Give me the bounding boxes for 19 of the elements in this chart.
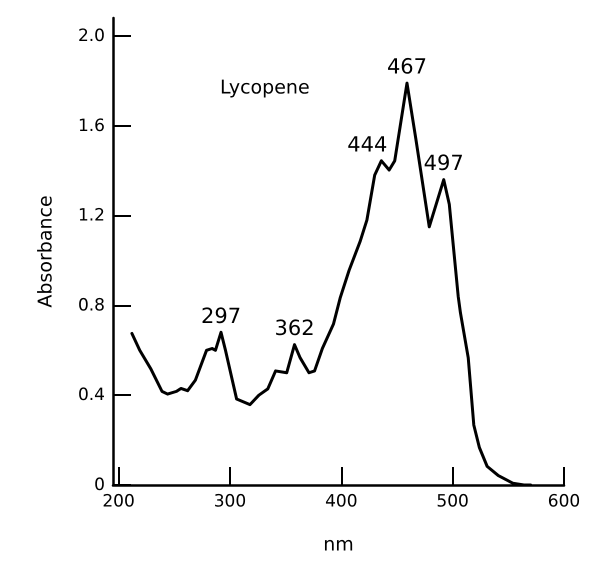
annotation: 444 [347, 132, 388, 156]
text: Lycopene [220, 76, 310, 98]
y-tick-label: 1.6 [78, 116, 105, 136]
annotation: 497 [424, 151, 464, 176]
annotation: 297 [200, 304, 242, 328]
x-tick-label: 400 [325, 492, 358, 512]
annotation: 362 [274, 316, 315, 340]
x-axis-title: nm [323, 534, 354, 556]
y-tick-label: 0.4 [78, 385, 105, 406]
annotation: 467 [386, 54, 428, 79]
x-tick-label: 600 [548, 492, 580, 512]
y-tick-label: 2.0 [78, 26, 105, 46]
y-tick-label: 1.2 [78, 206, 105, 226]
x-tick-label: 500 [436, 492, 469, 512]
y-tick-label: 0.8 [78, 295, 105, 316]
x-tick-label: 300 [214, 492, 246, 512]
y-axis-title: Absorbance [34, 195, 56, 308]
y-tick-label: 0 [94, 475, 105, 495]
x-tick-label: 200 [102, 492, 135, 512]
